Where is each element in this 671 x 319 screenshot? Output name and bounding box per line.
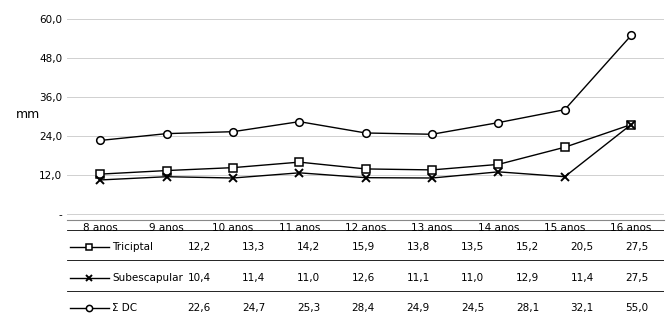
Text: 32,1: 32,1 — [570, 303, 594, 313]
Text: 15,2: 15,2 — [516, 242, 539, 252]
Text: 12,9: 12,9 — [516, 272, 539, 283]
Text: 24,9: 24,9 — [407, 303, 429, 313]
Text: 20,5: 20,5 — [570, 242, 594, 252]
Text: 27,5: 27,5 — [625, 272, 649, 283]
Text: 15,9: 15,9 — [352, 242, 375, 252]
Text: 22,6: 22,6 — [187, 303, 211, 313]
Text: 11,0: 11,0 — [297, 272, 320, 283]
Text: 25,3: 25,3 — [297, 303, 320, 313]
Text: 28,1: 28,1 — [516, 303, 539, 313]
Text: 11,4: 11,4 — [242, 272, 265, 283]
Text: 12,6: 12,6 — [352, 272, 375, 283]
Text: Σ DC: Σ DC — [112, 303, 137, 313]
Text: 11,0: 11,0 — [461, 272, 484, 283]
Text: 27,5: 27,5 — [625, 242, 649, 252]
Text: 28,4: 28,4 — [352, 303, 375, 313]
Text: 10,4: 10,4 — [187, 272, 211, 283]
Text: 13,3: 13,3 — [242, 242, 265, 252]
Text: Subescapular: Subescapular — [112, 272, 183, 283]
Text: 11,4: 11,4 — [570, 272, 594, 283]
Text: 12,2: 12,2 — [187, 242, 211, 252]
Text: 55,0: 55,0 — [625, 303, 648, 313]
Text: 13,8: 13,8 — [407, 242, 429, 252]
Text: 14,2: 14,2 — [297, 242, 320, 252]
Text: 13,5: 13,5 — [461, 242, 484, 252]
Text: Triciptal: Triciptal — [112, 242, 153, 252]
Text: 11,1: 11,1 — [407, 272, 429, 283]
Text: 24,7: 24,7 — [242, 303, 265, 313]
Y-axis label: mm: mm — [16, 108, 40, 121]
Text: 24,5: 24,5 — [461, 303, 484, 313]
